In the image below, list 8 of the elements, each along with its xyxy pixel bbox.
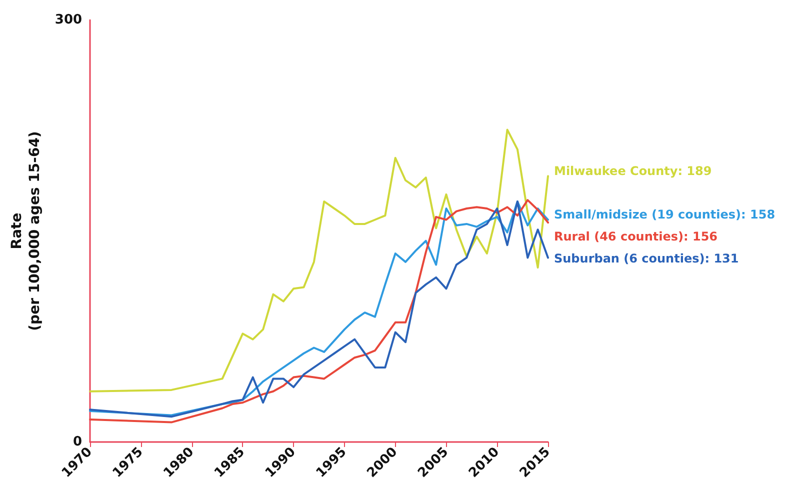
y-tick-label: 0 [72, 434, 82, 450]
text: Rural (46 counties): 156 [554, 230, 718, 244]
y-tick-label: 300 [54, 12, 82, 28]
text: Small/midsize (19 counties): 158 [554, 208, 776, 222]
line-series [89, 128, 549, 392]
text: Milwaukee County: 189 [554, 164, 712, 178]
y-axis-title: Rate (per 100,000 ages 15-64) [9, 131, 43, 331]
text: Suburban (6 counties): 131 [554, 252, 739, 266]
